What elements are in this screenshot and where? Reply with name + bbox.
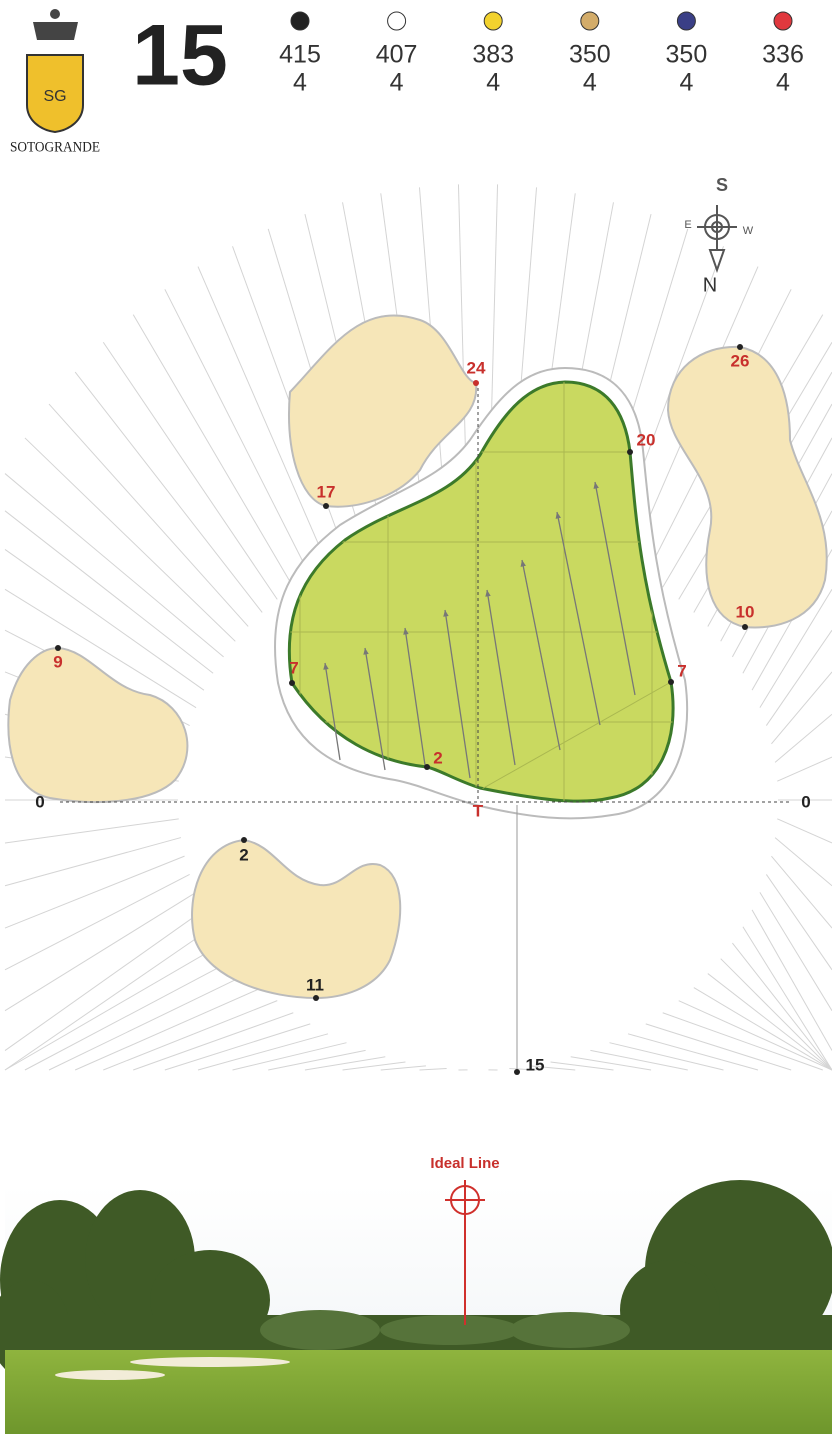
point-label: 9	[53, 652, 62, 671]
point-label: 24	[467, 358, 486, 377]
point-label: 7	[677, 661, 686, 680]
ray	[25, 438, 235, 641]
ray	[743, 927, 832, 1070]
ray	[5, 892, 196, 1010]
point-label: 10	[736, 602, 755, 621]
tee-par: 4	[486, 69, 500, 97]
tee-dot	[774, 12, 792, 30]
point-label: 17	[317, 482, 336, 501]
tee-yards: 407	[376, 41, 418, 69]
ray	[5, 838, 181, 886]
ray	[103, 342, 277, 599]
ray	[165, 1024, 310, 1070]
bunker	[668, 347, 827, 628]
ray	[646, 1024, 791, 1070]
logo-text: SOTOGRANDE	[10, 139, 100, 155]
tee-dot	[484, 12, 502, 30]
ray	[5, 511, 213, 673]
ray	[5, 910, 204, 1051]
tee-par: 4	[583, 69, 597, 97]
point-label: 20	[637, 430, 656, 449]
compass-label: S	[716, 175, 728, 195]
ray	[381, 1066, 426, 1070]
compass-label: E	[684, 219, 691, 231]
point-label: 2	[239, 845, 248, 864]
ray	[419, 1069, 446, 1070]
tee-yards: 415	[279, 41, 321, 69]
ray	[49, 974, 248, 1070]
tee-dot	[581, 12, 599, 30]
tee-par: 4	[390, 69, 404, 97]
ray	[777, 757, 832, 781]
svg-text:SG: SG	[43, 88, 66, 105]
tee-yards: 383	[472, 41, 514, 69]
tee-yards: 336	[762, 41, 804, 69]
logo: SG	[27, 9, 83, 132]
point-label: 0	[801, 792, 810, 811]
ray	[5, 927, 213, 1070]
hole-number: 15	[132, 8, 228, 104]
ray	[103, 1001, 277, 1070]
ideal-line-label: Ideal Line	[430, 1155, 499, 1172]
ray	[5, 856, 185, 928]
ray	[49, 404, 248, 626]
point-label: 26	[731, 351, 750, 370]
ray	[775, 714, 832, 762]
tee-mark: T	[473, 801, 484, 820]
compass-label: N	[703, 274, 717, 296]
tee-dot	[677, 12, 695, 30]
ray	[771, 856, 832, 928]
ray	[5, 474, 224, 657]
ray	[305, 1057, 385, 1070]
tee-dot	[291, 12, 309, 30]
ray	[5, 943, 224, 1070]
point-label: 7	[289, 658, 298, 677]
ray	[5, 819, 179, 843]
tee-yards: 350	[569, 41, 611, 69]
tee-yards: 350	[666, 41, 708, 69]
bunker	[192, 840, 400, 998]
point-label: 0	[35, 792, 44, 811]
point-label: 15	[526, 1055, 545, 1074]
compass	[697, 205, 737, 270]
ray	[133, 315, 293, 588]
point-label: 11	[306, 975, 324, 994]
ray	[590, 1050, 687, 1070]
ray	[165, 289, 310, 576]
tee-par: 4	[776, 69, 790, 97]
photo	[0, 1180, 832, 1434]
ray	[268, 1050, 365, 1070]
ray	[775, 838, 832, 886]
ray	[571, 1057, 651, 1070]
ray	[5, 874, 190, 969]
tee-par: 4	[679, 69, 693, 97]
compass-label: W	[743, 225, 754, 237]
ray	[777, 819, 832, 843]
tee-dot	[388, 12, 406, 30]
ray	[760, 892, 832, 1010]
tee-par: 4	[293, 69, 307, 97]
point-label: 2	[433, 748, 442, 767]
bunker	[8, 648, 187, 802]
ray	[771, 672, 832, 744]
